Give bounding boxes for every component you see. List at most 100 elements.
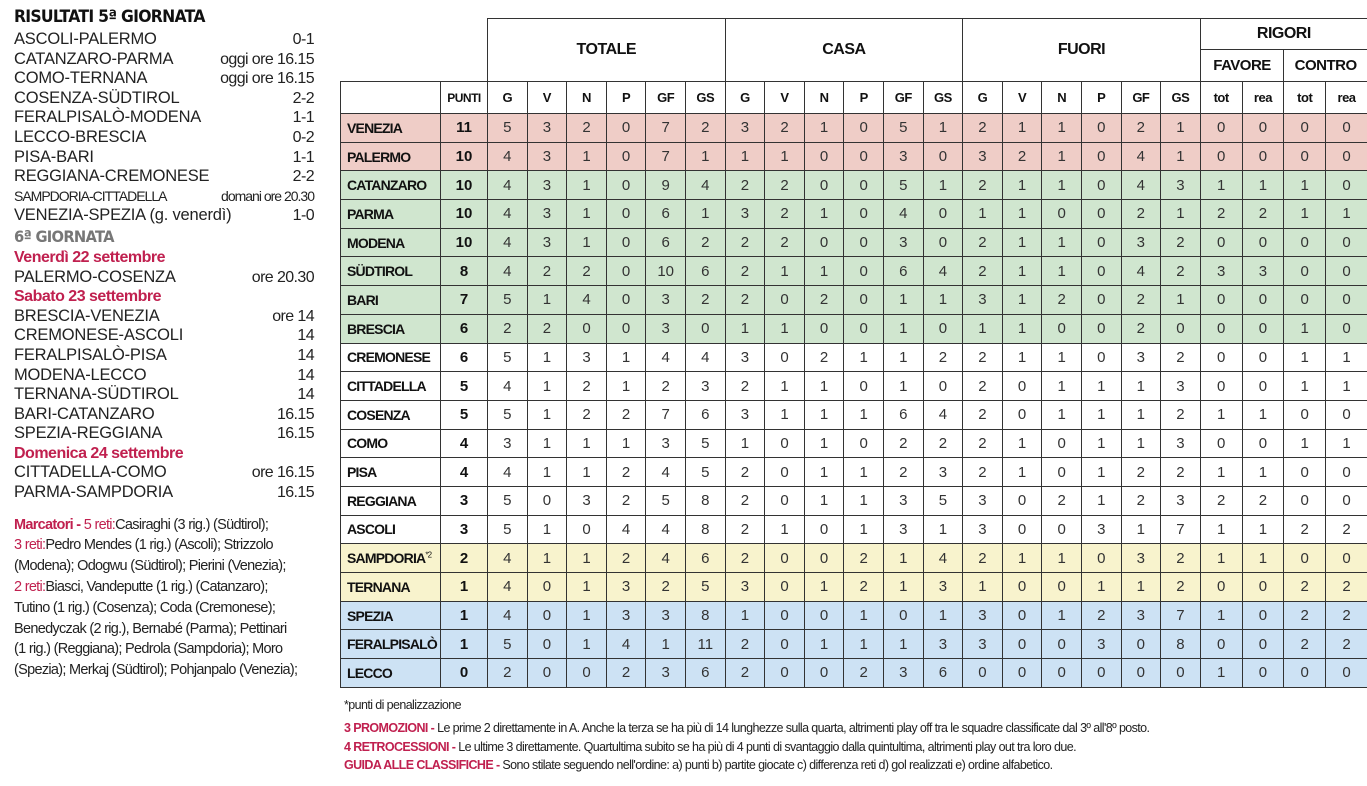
stat-cell: 1 bbox=[566, 141, 607, 172]
stat-cell: 1 bbox=[724, 313, 766, 344]
table-row: CREMONESE 6 5 1 3 1 4 4 3 0 2 1 1 2 2 1 1 0 3 2 0 0 1 1 bbox=[340, 342, 1367, 373]
stat-cell: 3 bbox=[1120, 600, 1162, 631]
team-label: CITTADELLA bbox=[347, 378, 427, 395]
stat-cell: 0 bbox=[764, 428, 805, 459]
stat-cell: 5 bbox=[882, 170, 924, 201]
stat-cell: 1 bbox=[1325, 199, 1367, 229]
match-score: 1-1 bbox=[292, 109, 315, 127]
stat-cell: 0 bbox=[1241, 600, 1285, 631]
team-label: REGGIANA bbox=[347, 492, 417, 509]
team-points: 4 bbox=[440, 457, 488, 487]
stat-cell: 1 bbox=[803, 572, 845, 602]
stat-cell: 2 bbox=[724, 658, 766, 688]
stat-cell: 1 bbox=[764, 371, 805, 401]
match-name: REGGIANA-CREMONESE bbox=[14, 167, 210, 186]
stat-cell: 0 bbox=[1001, 485, 1043, 516]
team-points: 3 bbox=[440, 514, 488, 545]
stat-cell: 3 bbox=[962, 285, 1003, 315]
column-header: N bbox=[566, 81, 607, 114]
match-name: VENEZIA-SPEZIA (g. venerdì) bbox=[14, 206, 232, 225]
stat-cell: 1 bbox=[1001, 313, 1043, 344]
table-row: COSENZA 5 5 1 2 2 7 6 3 1 1 1 6 4 2 0 1 1 1 2 1 1 0 0 bbox=[340, 399, 1367, 430]
fixture-time: 16.15 bbox=[276, 405, 315, 423]
results-list: ASCOLI-PALERMO 0-1 CATANZARO-PARMA oggi ore… bbox=[14, 30, 315, 226]
stat-cell: 1 bbox=[526, 371, 568, 401]
stat-cell: 1 bbox=[803, 371, 845, 401]
results-title: RISULTATI 5ª GIORNATA bbox=[14, 7, 205, 27]
stat-cell: 4 bbox=[922, 543, 964, 573]
stat-cell: 1 bbox=[1283, 428, 1327, 459]
stat-cell: 1 bbox=[962, 313, 1003, 344]
stat-cell: 0 bbox=[1080, 658, 1122, 688]
stat-cell: 0 bbox=[1080, 313, 1122, 344]
table-row: CITTADELLA 5 4 1 2 1 2 3 2 1 1 0 1 0 2 0 1 1 1 3 0 0 1 1 bbox=[340, 371, 1367, 401]
stat-cell: 1 bbox=[566, 227, 607, 258]
fixture-day: Venerdì 22 settembre bbox=[14, 248, 165, 266]
table-row: BARI 7 5 1 4 0 3 2 2 0 2 0 1 1 3 1 2 0 2 1 0 0 0 0 bbox=[340, 285, 1367, 315]
stat-cell: 0 bbox=[1080, 170, 1122, 201]
fixture-match: CITTADELLA-COMO bbox=[14, 463, 167, 482]
result-row: ASCOLI-PALERMO 0-1 bbox=[14, 30, 315, 50]
table-row: ASCOLI 3 5 1 0 4 4 8 2 1 0 1 3 1 3 0 0 3 1 7 1 1 2 2 bbox=[340, 514, 1367, 545]
stat-cell: 1 bbox=[1080, 485, 1122, 516]
stat-cell: 2 bbox=[962, 543, 1003, 573]
stat-cell: 4 bbox=[1120, 141, 1162, 172]
team-label: SAMPDORIA bbox=[347, 550, 426, 567]
table-row: REGGIANA 3 5 0 3 2 5 8 2 0 1 1 3 5 3 0 2 1 2 3 2 2 0 0 bbox=[340, 485, 1367, 516]
stat-cell: 0 bbox=[1241, 428, 1285, 459]
stat-cell: 2 bbox=[1160, 256, 1201, 287]
stat-cell: 3 bbox=[1160, 371, 1201, 401]
team-label: PALERMO bbox=[347, 148, 411, 165]
column-header: rea bbox=[1241, 81, 1285, 114]
stat-cell: 6 bbox=[882, 399, 924, 430]
stat-cell: 7 bbox=[1160, 600, 1201, 631]
stat-cell: 0 bbox=[1325, 227, 1367, 258]
stat-cell: 2 bbox=[803, 285, 845, 315]
stat-cell: 0 bbox=[1080, 141, 1122, 172]
stat-cell: 2 bbox=[962, 428, 1003, 459]
stat-cell: 0 bbox=[1080, 113, 1122, 143]
stat-cell: 2 bbox=[724, 170, 766, 201]
stat-cell: 1 bbox=[1325, 342, 1367, 373]
team-points: 6 bbox=[440, 313, 488, 344]
stat-cell: 2 bbox=[1160, 399, 1201, 430]
stat-cell: 1 bbox=[1199, 514, 1243, 545]
stat-cell: 2 bbox=[724, 485, 766, 516]
fixture-row: SPEZIA-REGGIANA 16.15 bbox=[14, 424, 315, 444]
stat-cell: 0 bbox=[1241, 342, 1285, 373]
stat-cell: 0 bbox=[843, 313, 884, 344]
table-row: COMO 4 3 1 1 1 3 5 1 0 1 0 2 2 2 1 0 1 1 3 0 0 1 1 bbox=[340, 428, 1367, 459]
stat-cell: 0 bbox=[1041, 457, 1082, 487]
table-row: LECCO 0 2 0 0 2 3 6 2 0 0 2 3 6 0 0 0 0 0 0 1 0 0 0 bbox=[340, 658, 1367, 688]
stat-cell: 0 bbox=[843, 371, 884, 401]
stat-cell: 1 bbox=[803, 457, 845, 487]
stat-cell: 1 bbox=[843, 485, 884, 516]
stat-cell: 6 bbox=[882, 256, 924, 287]
stat-cell: 3 bbox=[605, 572, 647, 602]
team-label: PISA bbox=[347, 464, 377, 481]
stat-cell: 0 bbox=[1199, 141, 1243, 172]
stat-cell: 2 bbox=[1283, 600, 1327, 631]
stat-cell: 0 bbox=[1283, 113, 1327, 143]
stat-cell: 0 bbox=[803, 227, 845, 258]
stat-cell: 2 bbox=[764, 199, 805, 229]
stat-cell: 0 bbox=[843, 428, 884, 459]
stat-cell: 3 bbox=[526, 141, 568, 172]
stat-cell: 1 bbox=[1120, 572, 1162, 602]
stat-cell: 1 bbox=[1120, 428, 1162, 459]
stat-cell: 3 bbox=[1080, 514, 1122, 545]
stat-cell: 2 bbox=[1041, 485, 1082, 516]
stat-cell: 3 bbox=[684, 371, 726, 401]
match-score: oggi ore 16.15 bbox=[220, 70, 315, 88]
stat-cell: 1 bbox=[1199, 658, 1243, 688]
stat-cell: 1 bbox=[962, 572, 1003, 602]
team-name: COSENZA bbox=[340, 399, 441, 430]
stat-cell: 1 bbox=[724, 428, 766, 459]
stat-cell: 4 bbox=[645, 457, 686, 487]
stat-cell: 2 bbox=[566, 113, 607, 143]
table-row: SAMPDORIA*2 2 4 1 1 2 4 6 2 0 0 2 1 4 2 1 1 0 3 2 1 1 0 0 bbox=[340, 543, 1367, 573]
stat-cell: 1 bbox=[566, 572, 607, 602]
stat-cell: 3 bbox=[922, 629, 964, 660]
stat-cell: 2 bbox=[724, 514, 766, 545]
table-row: PALERMO 10 4 3 1 0 7 1 1 1 0 0 3 0 3 2 1 0 4 1 0 0 0 0 bbox=[340, 141, 1367, 172]
